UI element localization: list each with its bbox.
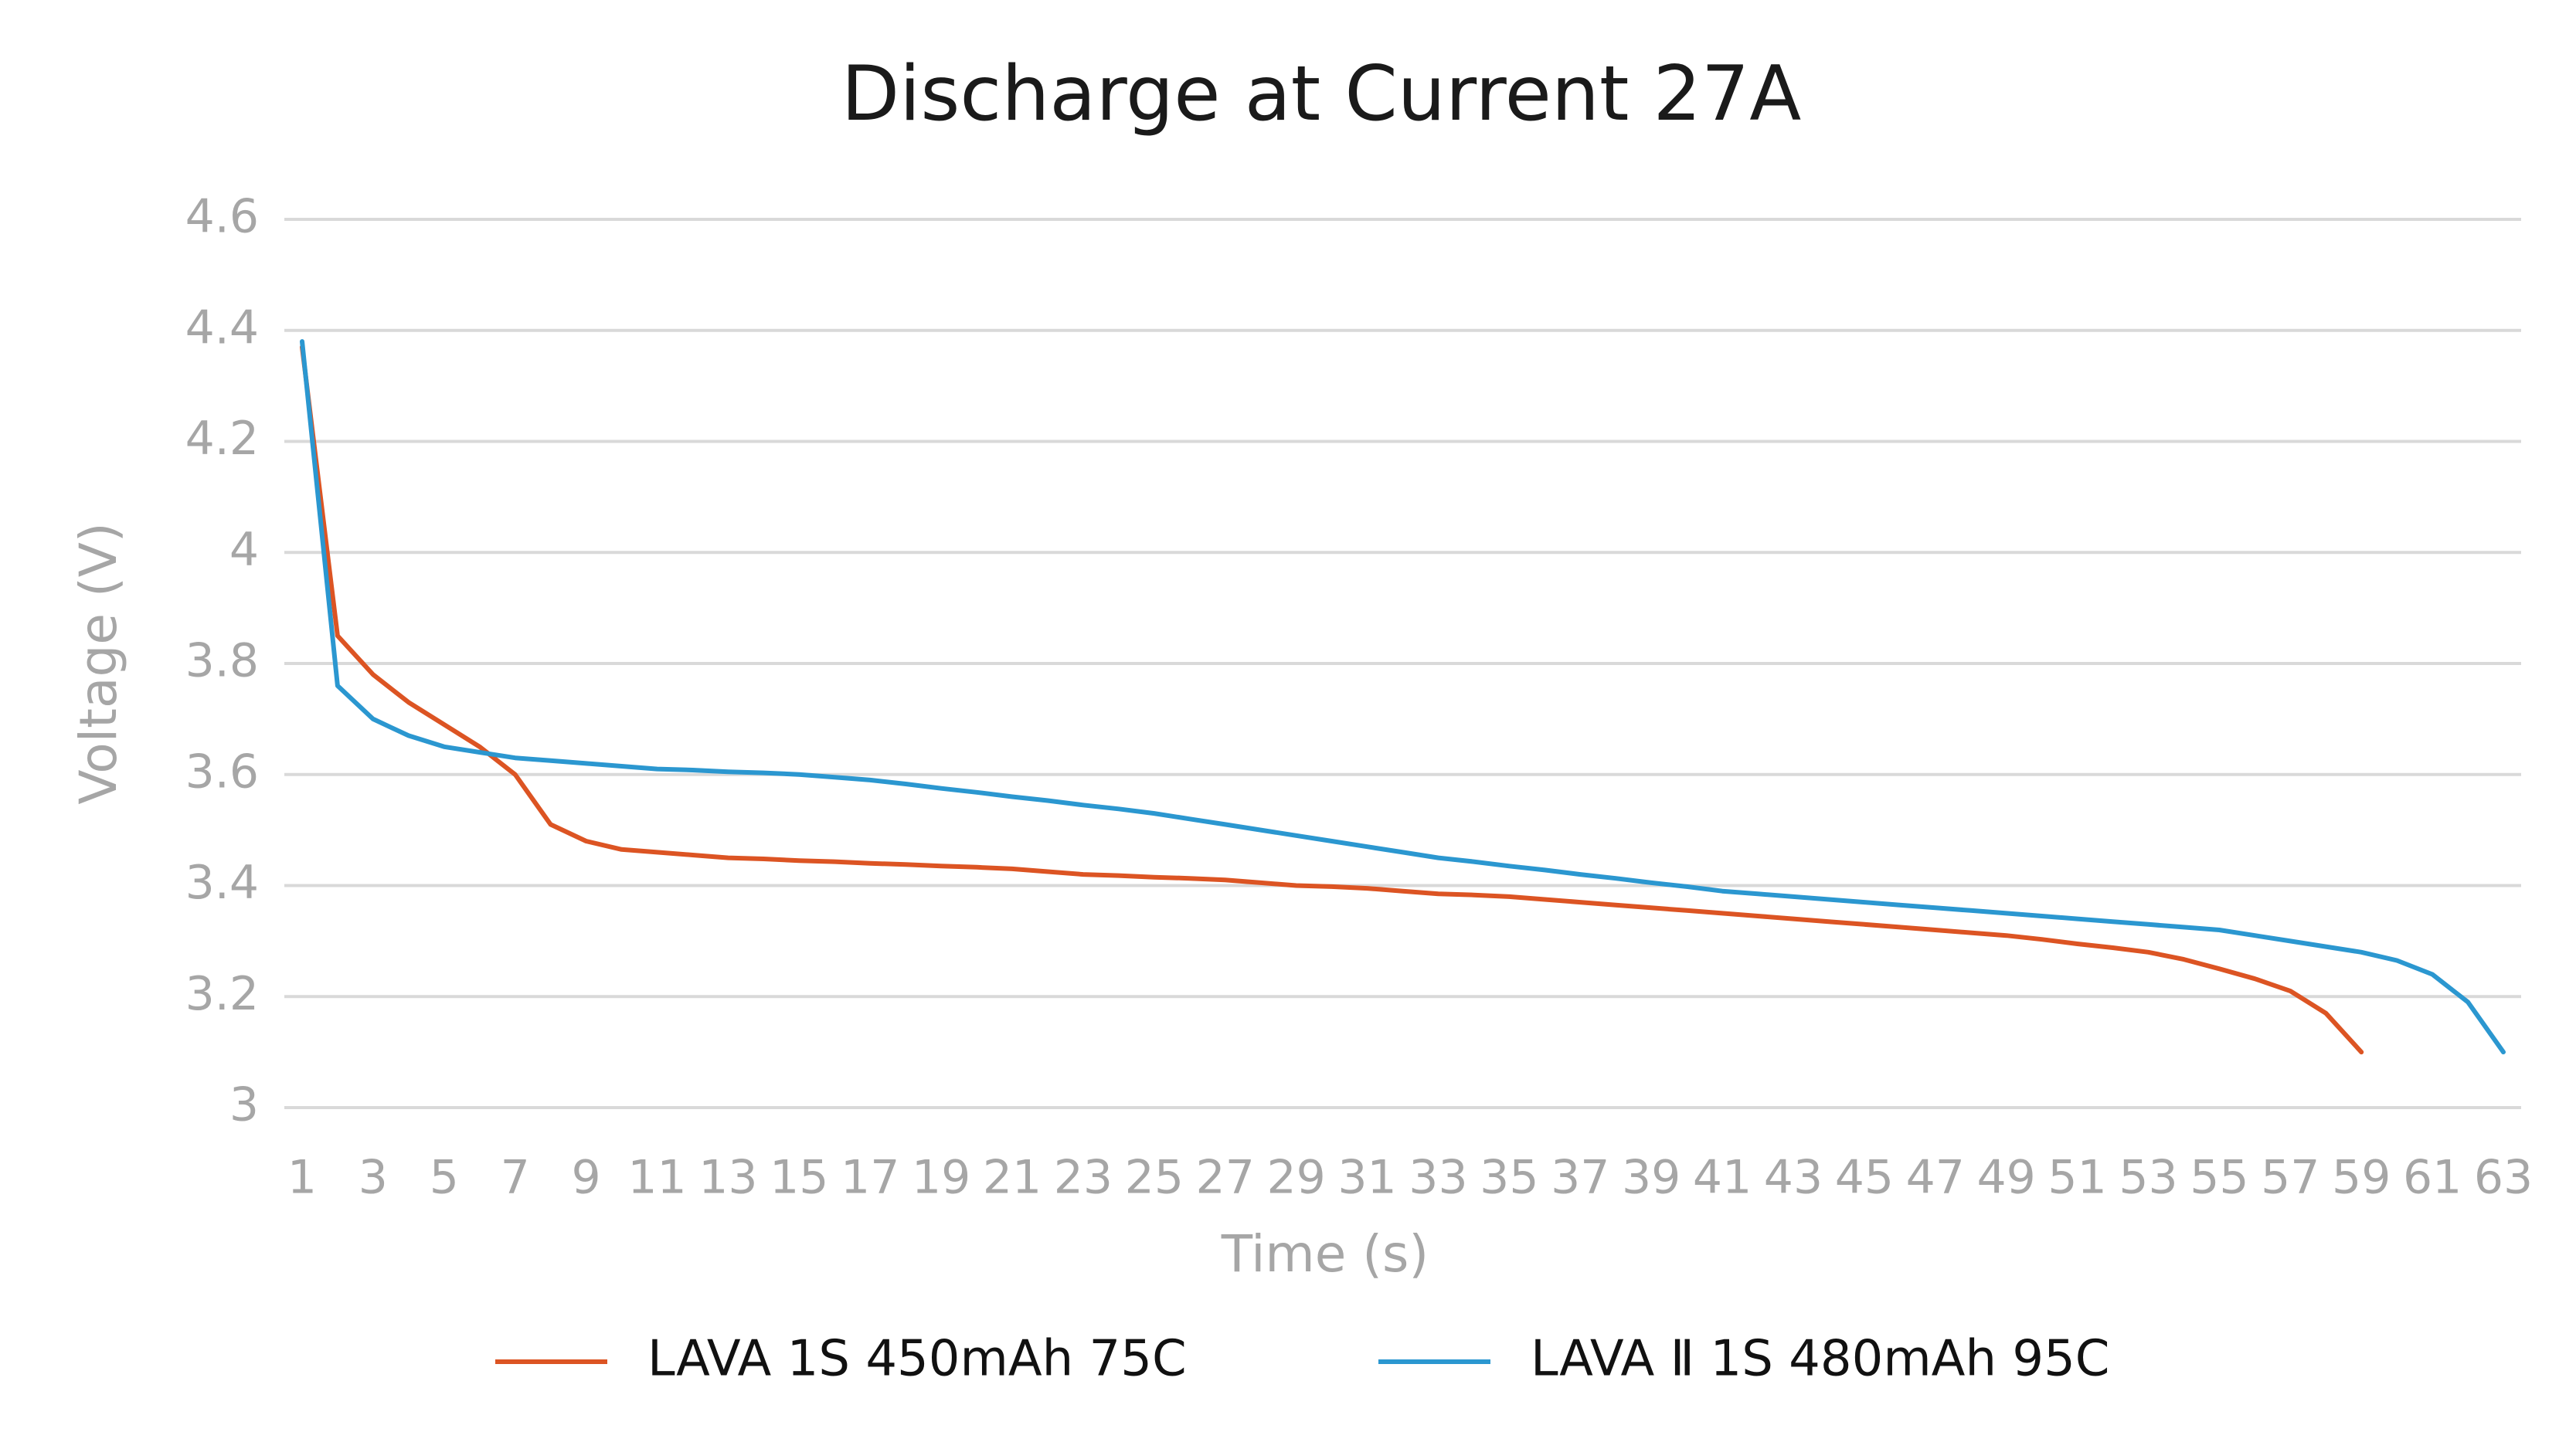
y-tick-label: 4.6 [185,190,259,244]
x-tick-label: 39 [1622,1151,1681,1205]
chart-title: Discharge at Current 27A [841,50,1802,138]
x-tick-label: 47 [1906,1151,1965,1205]
y-tick-label: 3 [229,1078,259,1132]
y-tick-label: 4.4 [185,300,259,355]
y-tick-label: 3.4 [185,856,259,910]
x-tick-label: 59 [2332,1151,2391,1205]
x-tick-label: 29 [1266,1151,1325,1205]
x-axis-title: Time (s) [1221,1224,1429,1284]
x-tick-label: 19 [912,1151,970,1205]
x-tick-label: 25 [1125,1151,1184,1205]
legend-label: LAVA 1S 450mAh 75C [647,1331,1187,1388]
y-tick-label: 3.8 [185,634,259,688]
x-tick-label: 9 [572,1151,601,1205]
x-tick-label: 7 [501,1151,530,1205]
x-tick-label: 63 [2474,1151,2533,1205]
y-tick-label: 4.2 [185,412,259,466]
x-tick-label: 21 [983,1151,1042,1205]
y-tick-label: 4 [229,523,259,577]
legend-label: LAVA Ⅱ 1S 480mAh 95C [1531,1331,2109,1388]
x-tick-label: 57 [2261,1151,2319,1205]
x-tick-label: 27 [1196,1151,1255,1205]
series-line [300,344,2364,1055]
y-tick-label: 3.2 [185,967,259,1021]
series-line [300,339,2506,1055]
x-tick-label: 31 [1337,1151,1396,1205]
x-tick-label: 35 [1480,1151,1538,1205]
x-tick-label: 53 [2119,1151,2177,1205]
x-tick-label: 37 [1551,1151,1609,1205]
y-tick-label: 3.6 [185,745,259,799]
x-tick-label: 33 [1409,1151,1467,1205]
x-tick-label: 61 [2403,1151,2462,1205]
x-tick-label: 23 [1054,1151,1113,1205]
x-tick-label: 17 [841,1151,899,1205]
x-tick-label: 55 [2190,1151,2248,1205]
x-tick-label: 1 [287,1151,317,1205]
x-tick-label: 3 [359,1151,388,1205]
x-tick-label: 15 [770,1151,828,1205]
x-tick-label: 43 [1764,1151,1823,1205]
x-tick-label: 45 [1835,1151,1894,1205]
y-axis-title: Voltage (V) [69,522,128,804]
x-tick-label: 49 [1977,1151,2036,1205]
x-tick-label: 13 [698,1151,757,1205]
x-tick-label: 11 [627,1151,686,1205]
x-tick-label: 51 [2048,1151,2106,1205]
x-tick-label: 5 [430,1151,459,1205]
x-tick-label: 41 [1693,1151,1752,1205]
